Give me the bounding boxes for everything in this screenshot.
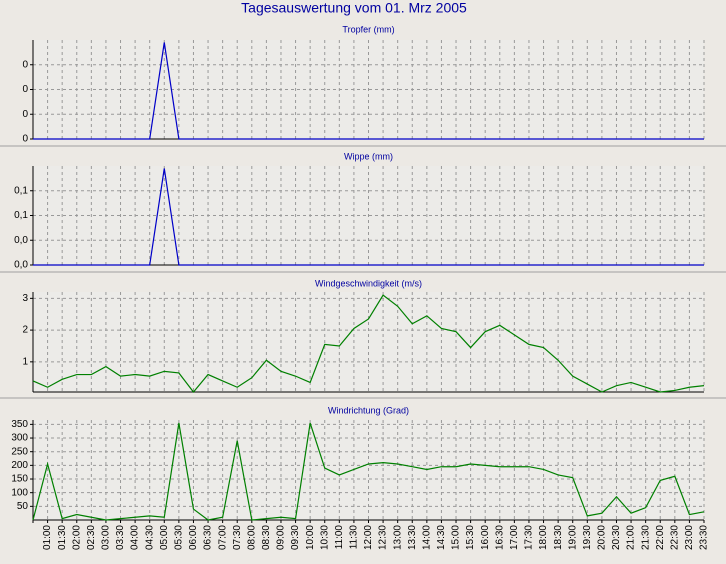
x-tick-label: 03:30	[115, 525, 126, 550]
x-tick-label: 01:30	[57, 525, 68, 550]
x-tick-label: 20:00	[597, 525, 608, 550]
x-tick-label: 23:30	[699, 525, 710, 550]
x-tick-label: 10:00	[305, 525, 316, 550]
x-tick-label: 20:30	[611, 525, 622, 550]
y-tick-label: 250	[11, 446, 28, 457]
x-tick-label: 22:30	[669, 525, 680, 550]
y-tick-label: 0,0	[14, 260, 28, 271]
x-tick-label: 13:30	[407, 525, 418, 550]
x-tick-label: 13:00	[392, 525, 403, 550]
x-tick-label: 14:30	[436, 525, 447, 550]
y-tick-label: 2	[22, 325, 28, 336]
x-tick-label: 23:00	[684, 525, 695, 550]
y-tick-label: 0	[22, 84, 28, 95]
x-tick-label: 17:30	[524, 525, 535, 550]
x-tick-label: 03:00	[101, 525, 112, 550]
y-tick-label: 100	[11, 487, 28, 498]
x-tick-label: 07:30	[232, 525, 243, 550]
chart-title: Tropfer (mm)	[342, 24, 394, 34]
y-tick-label: 0	[22, 109, 28, 120]
y-tick-label: 1	[22, 356, 28, 367]
x-tick-label: 12:00	[363, 525, 374, 550]
x-tick-label: 09:30	[290, 525, 301, 550]
x-tick-label: 09:00	[276, 525, 287, 550]
x-tick-label: 05:00	[159, 525, 170, 550]
x-tick-label: 04:00	[130, 525, 141, 550]
data-line	[33, 168, 704, 266]
x-tick-label: 22:00	[655, 525, 666, 550]
x-tick-label: 10:30	[319, 525, 330, 550]
x-tick-label: 11:30	[349, 525, 360, 550]
x-tick-label: 05:30	[174, 525, 185, 550]
x-tick-label: 15:30	[465, 525, 476, 550]
x-tick-label: 12:30	[378, 525, 389, 550]
y-tick-label: 200	[11, 460, 28, 471]
y-tick-label: 0,1	[14, 185, 28, 196]
x-tick-label: 21:00	[626, 525, 637, 550]
x-tick-label: 04:30	[144, 525, 155, 550]
x-tick-label: 07:00	[217, 525, 228, 550]
data-line	[33, 42, 704, 140]
x-tick-label: 01:00	[42, 525, 53, 550]
chart-title: Windgeschwindigkeit (m/s)	[315, 278, 422, 288]
y-tick-label: 150	[11, 474, 28, 485]
x-tick-label: 19:00	[567, 525, 578, 550]
chart-title: Wippe (mm)	[344, 151, 393, 161]
y-tick-label: 0	[22, 59, 28, 70]
x-tick-label: 16:00	[480, 525, 491, 550]
y-tick-label: 0,1	[14, 210, 28, 221]
x-tick-label: 15:00	[451, 525, 462, 550]
x-tick-label: 21:30	[640, 525, 651, 550]
x-tick-label: 06:00	[188, 525, 199, 550]
x-tick-label: 17:00	[509, 525, 520, 550]
x-tick-label: 06:30	[203, 525, 214, 550]
y-tick-label: 0,0	[14, 235, 28, 246]
x-tick-label: 02:00	[71, 525, 82, 550]
data-line	[32, 422, 705, 521]
x-tick-label: 18:30	[553, 525, 564, 550]
x-tick-label: 08:30	[261, 525, 272, 550]
y-tick-label: 50	[17, 501, 29, 512]
y-tick-label: 300	[11, 433, 28, 444]
main-title: Tagesauswertung vom 01. Mrz 2005	[241, 0, 467, 16]
data-line	[32, 294, 705, 393]
y-tick-label: 0	[22, 134, 28, 145]
x-tick-label: 08:00	[246, 525, 257, 550]
y-tick-label: 3	[22, 293, 28, 304]
x-tick-label: 19:30	[582, 525, 593, 550]
x-tick-label: 14:00	[421, 525, 432, 550]
x-tick-label: 02:30	[86, 525, 97, 550]
x-tick-label: 18:00	[538, 525, 549, 550]
chart-title: Windrichtung (Grad)	[328, 405, 409, 415]
x-tick-label: 11:00	[334, 525, 345, 550]
y-tick-label: 350	[11, 419, 28, 430]
x-tick-label: 16:30	[494, 525, 505, 550]
